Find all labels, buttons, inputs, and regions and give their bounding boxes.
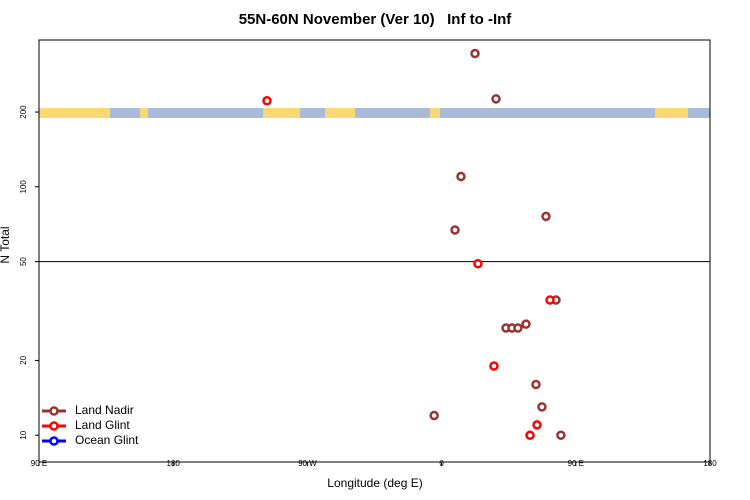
x-tick-label: 0 (439, 459, 444, 468)
y-axis-label: N Total (0, 226, 12, 263)
x-tick-label: 180 (167, 459, 181, 468)
point (262, 96, 272, 106)
point (537, 402, 547, 412)
point (531, 379, 541, 390)
y-tick-label: 100 (19, 180, 28, 194)
point (489, 361, 499, 371)
point (429, 410, 439, 421)
y-tick-label: 10 (19, 430, 28, 439)
legend-label: Ocean Glint (75, 433, 139, 447)
legend-marker (49, 406, 59, 416)
map-strip (39, 108, 710, 118)
legend-label: Land Glint (75, 418, 130, 432)
point (545, 295, 555, 305)
x-tick-label: 180 (703, 459, 717, 468)
point (450, 225, 460, 235)
point (521, 319, 531, 329)
legend-marker (49, 436, 59, 446)
point (473, 259, 483, 269)
point (532, 420, 542, 430)
legend-label: Land Nadir (75, 403, 134, 417)
y-tick-label: 50 (19, 257, 28, 266)
x-tick-label: 90 E (568, 459, 584, 468)
point (470, 48, 480, 59)
y-tick-label: 20 (19, 355, 28, 364)
point (513, 323, 523, 333)
point (456, 171, 466, 182)
point (541, 211, 551, 222)
point (491, 94, 501, 104)
legend-marker (49, 421, 59, 431)
y-tick-label: 200 (19, 105, 28, 119)
plot-frame (38, 39, 711, 463)
chart-title: 55N-60N November (Ver 10) Inf to -Inf (239, 11, 513, 28)
x-tick-label: 90 E (31, 459, 47, 468)
x-tick-label: 90 W (298, 459, 317, 468)
point (525, 430, 535, 440)
x-axis-label: Longitude (deg E) (327, 476, 422, 490)
point (556, 430, 566, 440)
